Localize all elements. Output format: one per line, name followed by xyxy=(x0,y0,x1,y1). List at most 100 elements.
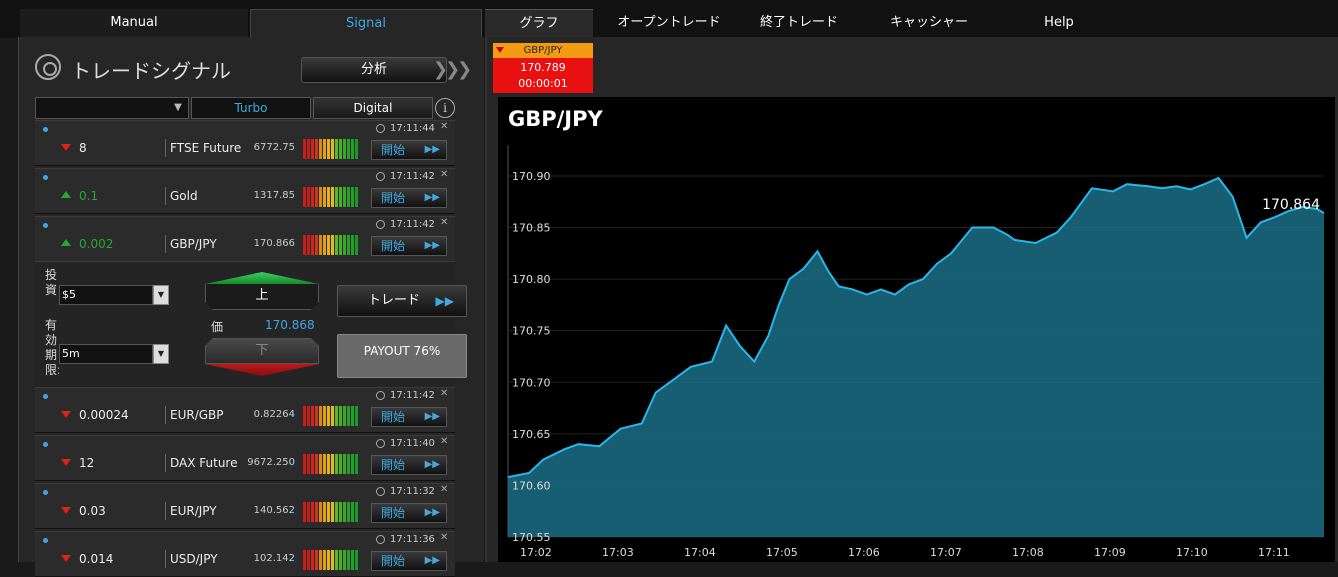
signal-strength-bar xyxy=(347,187,350,207)
up-label: 上 xyxy=(205,284,319,310)
asset-tab-price: 170.789 xyxy=(520,61,566,74)
y-tick-label: 170.90 xyxy=(512,170,551,183)
signal-strength-bar xyxy=(323,454,326,474)
signal-strength-bar xyxy=(339,235,342,255)
signal-strength-bar xyxy=(339,454,342,474)
close-icon[interactable]: ✕ xyxy=(440,436,449,447)
signal-asset: GBP/JPY xyxy=(170,237,217,251)
signal-change: 8 xyxy=(79,141,87,155)
clock-icon xyxy=(376,439,385,448)
tab-open-trades[interactable]: オープントレード xyxy=(617,15,721,30)
signal-strength-bar xyxy=(355,550,358,570)
start-button[interactable]: 開始 ▶▶ xyxy=(371,503,447,523)
status-dot xyxy=(43,442,48,447)
signal-strength-bar xyxy=(319,454,322,474)
double-chevron-icon: ▶▶ xyxy=(424,507,440,518)
signal-row-3[interactable]: 17:11:42 ✕ 0.00024 EUR/GBP 0.82264 開始 ▶▶ xyxy=(35,387,455,433)
signal-strength-bar xyxy=(327,502,330,522)
close-icon[interactable]: ✕ xyxy=(440,484,449,495)
status-dot xyxy=(43,538,48,543)
tab-manual[interactable]: Manual xyxy=(20,9,248,37)
chevron-down-icon[interactable]: ▼ xyxy=(153,344,169,364)
signal-strength-bar xyxy=(315,550,318,570)
signal-change: 0.1 xyxy=(79,189,99,203)
signal-row-5[interactable]: 17:11:32 ✕ 0.03 EUR/JPY 140.562 開始 ▶▶ xyxy=(35,483,455,529)
signal-strength-meter xyxy=(303,550,358,570)
invest-select[interactable]: $5 xyxy=(59,285,153,305)
trade-button[interactable]: トレード ▶▶ xyxy=(337,285,467,317)
signal-row-0[interactable]: 17:11:44 ✕ 8 FTSE Future 6772.75 開始 ▶▶ xyxy=(35,120,455,166)
signal-strength-bar xyxy=(307,406,310,426)
close-icon[interactable]: ✕ xyxy=(440,217,449,228)
close-icon[interactable]: ✕ xyxy=(440,388,449,399)
put-down-button[interactable]: 下 xyxy=(205,338,319,378)
signal-strength-bar xyxy=(303,406,306,426)
signal-strength-bar xyxy=(327,406,330,426)
double-chevron-icon: ▶▶ xyxy=(435,294,454,308)
signal-strength-bar xyxy=(311,502,314,522)
tab-closed-trades[interactable]: 終了トレード xyxy=(759,15,838,30)
analyze-button[interactable]: 分析 xyxy=(301,57,447,83)
signal-strength-bar xyxy=(355,406,358,426)
start-label: 開始 xyxy=(381,143,406,157)
signal-strength-bar xyxy=(335,454,338,474)
y-tick-label: 170.85 xyxy=(512,222,551,235)
call-up-button[interactable]: 上 xyxy=(205,272,319,312)
signal-strength-bar xyxy=(323,187,326,207)
signal-row-4[interactable]: 17:11:40 ✕ 12 DAX Future 9672.250 開始 ▶▶ xyxy=(35,435,455,481)
info-icon[interactable]: i xyxy=(435,98,455,118)
start-button[interactable]: 開始 ▶▶ xyxy=(371,188,447,208)
separator xyxy=(165,454,166,472)
signal-strength-bar xyxy=(331,235,334,255)
start-button[interactable]: 開始 ▶▶ xyxy=(371,455,447,475)
signal-strength-meter xyxy=(303,406,358,426)
status-dot xyxy=(43,490,48,495)
tab-graph[interactable]: グラフ xyxy=(485,9,593,37)
signal-row-6[interactable]: 17:11:36 ✕ 0.014 USD/JPY 102.142 開始 ▶▶ xyxy=(35,531,455,577)
close-icon[interactable]: ✕ xyxy=(440,532,449,543)
arrow-down-icon xyxy=(61,411,71,418)
asset-filter-select[interactable] xyxy=(35,97,189,119)
start-button[interactable]: 開始 ▶▶ xyxy=(371,140,447,160)
close-icon[interactable]: ✕ xyxy=(440,169,449,180)
separator xyxy=(165,502,166,520)
tab-signal[interactable]: Signal xyxy=(250,9,482,37)
arrow-up-icon xyxy=(61,191,71,198)
tab-cashier[interactable]: キャッシャー xyxy=(889,15,968,30)
start-button[interactable]: 開始 ▶▶ xyxy=(371,236,447,256)
tab-turbo[interactable]: Turbo xyxy=(191,97,311,119)
signal-strength-bar xyxy=(303,454,306,474)
signal-strength-bar xyxy=(319,502,322,522)
signal-strength-bar xyxy=(307,187,310,207)
chevron-down-icon[interactable]: ▼ xyxy=(174,102,182,113)
y-axis-ticks: 170.90 170.85 170.80 170.75 170.70 170.65 170.… xyxy=(512,170,551,544)
start-button[interactable]: 開始 ▶▶ xyxy=(371,551,447,571)
signal-strength-bar xyxy=(355,502,358,522)
y-tick-label: 170.65 xyxy=(512,428,551,441)
asset-tab-gbpjpy[interactable]: GBP/JPY 170.789 00:00:01 xyxy=(493,43,593,93)
close-icon[interactable]: ✕ xyxy=(440,121,449,132)
signal-strength-bar xyxy=(315,187,318,207)
arrow-up-icon xyxy=(61,239,71,246)
signal-strength-bar xyxy=(327,187,330,207)
y-tick-label: 170.75 xyxy=(512,325,551,338)
signal-strength-bar xyxy=(327,454,330,474)
chevron-down-icon[interactable]: ▼ xyxy=(153,285,169,305)
panel-divider xyxy=(485,37,487,562)
start-button[interactable]: 開始 ▶▶ xyxy=(371,407,447,427)
signal-strength-bar xyxy=(351,139,354,159)
signals-panel: トレードシグナル 分析 ❯❯❯ ▼ Turbo Digital i 17:11:… xyxy=(18,37,484,577)
signal-strength-bar xyxy=(303,550,306,570)
tab-help[interactable]: Help xyxy=(1044,15,1074,30)
signal-time: 17:11:42 xyxy=(390,171,435,182)
signal-row-1[interactable]: 17:11:42 ✕ 0.1 Gold 1317.85 開始 ▶▶ xyxy=(35,168,455,214)
price-chart[interactable]: GBP/JPY 170.90 170.85 170.80 170.75 170.70 17… xyxy=(498,97,1335,562)
signal-strength-bar xyxy=(343,502,346,522)
tab-digital[interactable]: Digital xyxy=(313,97,433,119)
signal-row-2[interactable]: 17:11:42 ✕ 0.002 GBP/JPY 170.866 開始 ▶▶ xyxy=(35,216,455,262)
arrow-down-icon xyxy=(61,555,71,562)
arrow-up-icon xyxy=(205,272,319,284)
expiry-select[interactable]: 5m xyxy=(59,344,153,364)
signal-strength-meter xyxy=(303,139,358,159)
signal-strength-bar xyxy=(351,406,354,426)
